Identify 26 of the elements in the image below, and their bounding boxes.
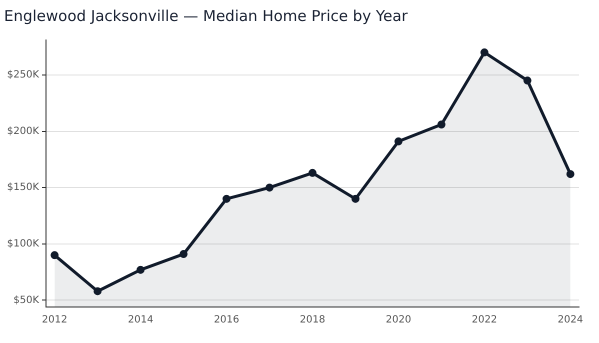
x-tick-label: 2018 <box>300 314 326 326</box>
x-tick-label: 2016 <box>214 314 240 326</box>
y-tick-label: $100K <box>6 238 40 250</box>
point <box>394 137 402 146</box>
x-tick-label: 2022 <box>472 314 498 326</box>
point <box>351 194 360 203</box>
x-tick-label: 2024 <box>558 314 584 326</box>
y-tick-label: $250K <box>6 70 40 81</box>
y-tick-label: $150K <box>6 182 40 194</box>
point <box>566 170 574 178</box>
point <box>480 48 488 56</box>
point <box>136 266 145 274</box>
point <box>308 168 317 177</box>
y-tick-label: $50K <box>13 294 40 306</box>
point <box>266 184 274 192</box>
y-tick-label: $200K <box>6 126 40 137</box>
x-tick-label: 2014 <box>128 314 154 326</box>
x-tick-label: 2012 <box>42 314 68 326</box>
point <box>50 251 59 260</box>
chart-title: Englewood Jacksonville — Median Home Price by Year <box>4 6 409 25</box>
point <box>94 287 102 296</box>
point <box>523 76 532 85</box>
point <box>222 194 231 203</box>
point <box>180 250 188 258</box>
x-tick-label: 2020 <box>386 314 412 326</box>
point <box>437 120 446 128</box>
